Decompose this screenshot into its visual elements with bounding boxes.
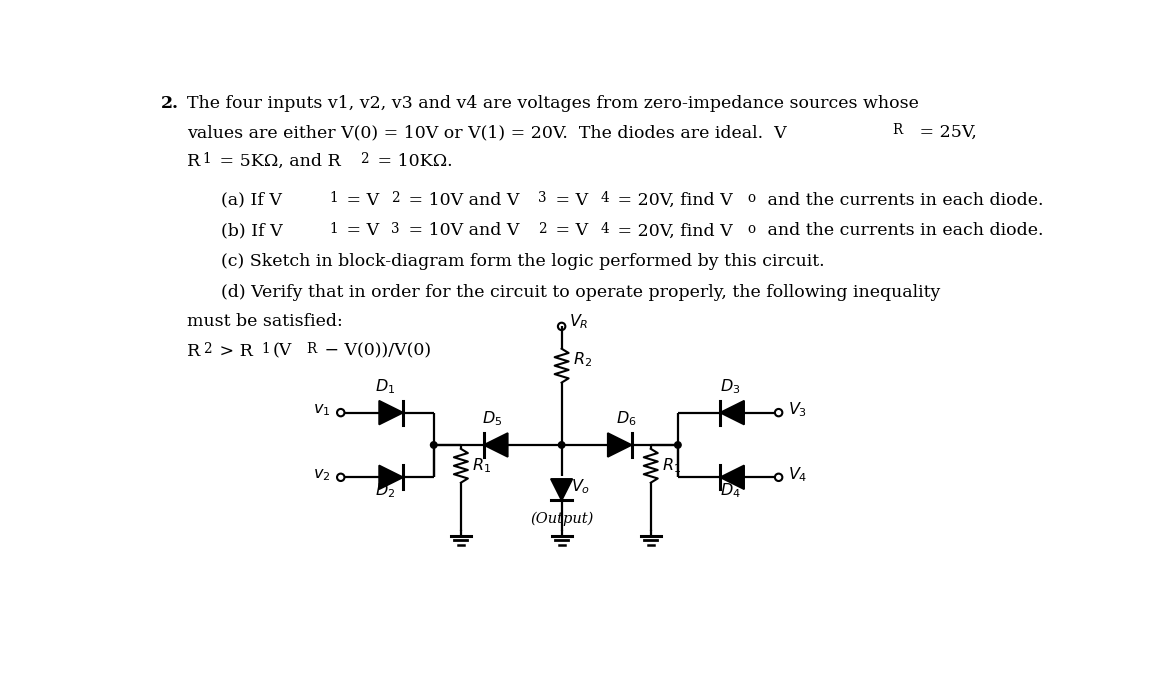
Text: $v_1$: $v_1$ <box>313 401 330 418</box>
Text: (c) Sketch in block-diagram form the logic performed by this circuit.: (c) Sketch in block-diagram form the log… <box>221 253 824 271</box>
Text: o: o <box>748 221 756 236</box>
Text: $D_1$: $D_1$ <box>375 377 395 396</box>
Polygon shape <box>379 400 403 425</box>
Text: 4: 4 <box>601 191 609 205</box>
Text: = 20V, find V: = 20V, find V <box>612 192 733 209</box>
Text: = 10V and V: = 10V and V <box>402 192 519 209</box>
Circle shape <box>675 441 681 448</box>
Text: (b) If V: (b) If V <box>221 223 282 240</box>
Text: (d) Verify that in order for the circuit to operate properly, the following ineq: (d) Verify that in order for the circuit… <box>221 284 940 301</box>
Polygon shape <box>720 400 744 425</box>
Text: $v_2$: $v_2$ <box>313 466 330 483</box>
Text: 2: 2 <box>392 191 400 205</box>
Text: 1: 1 <box>202 152 212 166</box>
Text: $D_3$: $D_3$ <box>721 377 741 396</box>
Text: $D_4$: $D_4$ <box>720 481 741 500</box>
Text: must be satisfied:: must be satisfied: <box>187 314 343 330</box>
Text: − V(0))/V(0): − V(0))/V(0) <box>319 343 432 359</box>
Text: $V_3$: $V_3$ <box>788 400 807 419</box>
Text: = 25V,: = 25V, <box>914 124 977 141</box>
Text: R: R <box>187 153 201 170</box>
Text: $R_1$: $R_1$ <box>473 456 492 475</box>
Text: 1: 1 <box>329 221 338 236</box>
Text: $D_6$: $D_6$ <box>615 409 636 428</box>
Text: 2: 2 <box>360 152 369 166</box>
Text: and the currents in each diode.: and the currents in each diode. <box>762 192 1043 209</box>
Text: (V: (V <box>273 343 292 359</box>
Polygon shape <box>608 433 632 457</box>
Text: = 10V and V: = 10V and V <box>402 223 519 240</box>
Text: $D_2$: $D_2$ <box>375 481 395 500</box>
Text: (Output): (Output) <box>530 511 594 526</box>
Polygon shape <box>483 433 508 457</box>
Text: 3: 3 <box>392 221 400 236</box>
Text: 2.: 2. <box>161 95 179 112</box>
Text: = V: = V <box>550 192 588 209</box>
Text: $R_2$: $R_2$ <box>573 350 593 369</box>
Polygon shape <box>720 465 744 489</box>
Text: $V_4$: $V_4$ <box>788 465 808 484</box>
Circle shape <box>430 441 437 448</box>
Text: $V_R$: $V_R$ <box>569 312 589 331</box>
Text: = 5KΩ, and R: = 5KΩ, and R <box>214 153 341 170</box>
Text: $D_5$: $D_5$ <box>482 409 502 428</box>
Text: values are either V(0) = 10V or V(1) = 20V.  The diodes are ideal.  V: values are either V(0) = 10V or V(1) = 2… <box>187 124 787 141</box>
Text: 2: 2 <box>539 221 547 236</box>
Text: $R_1$: $R_1$ <box>662 456 681 475</box>
Text: The four inputs v1, v2, v3 and v4 are voltages from zero-impedance sources whose: The four inputs v1, v2, v3 and v4 are vo… <box>187 95 920 112</box>
Text: = 10KΩ.: = 10KΩ. <box>372 153 453 170</box>
Text: 2: 2 <box>202 342 212 356</box>
Text: $V_o$: $V_o$ <box>570 477 590 496</box>
Polygon shape <box>550 479 573 500</box>
Polygon shape <box>379 465 403 489</box>
Text: 3: 3 <box>539 191 547 205</box>
Text: 4: 4 <box>601 221 609 236</box>
Text: R: R <box>893 123 903 137</box>
Circle shape <box>559 441 564 448</box>
Text: 1: 1 <box>261 342 269 356</box>
Text: R: R <box>187 343 201 359</box>
Text: (a) If V: (a) If V <box>221 192 281 209</box>
Text: > R: > R <box>214 343 253 359</box>
Text: = V: = V <box>341 223 379 240</box>
Text: R: R <box>306 342 316 356</box>
Text: = V: = V <box>341 192 379 209</box>
Text: = V: = V <box>550 223 588 240</box>
Text: o: o <box>748 191 756 205</box>
Text: and the currents in each diode.: and the currents in each diode. <box>762 223 1043 240</box>
Text: 1: 1 <box>329 191 338 205</box>
Text: = 20V, find V: = 20V, find V <box>612 223 733 240</box>
